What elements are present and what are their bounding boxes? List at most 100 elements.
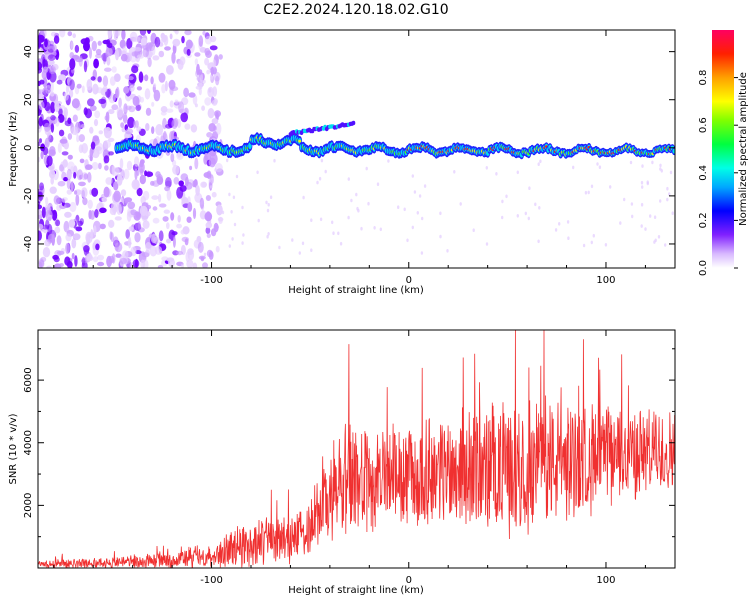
noise-blob [151, 101, 155, 107]
noise-blob [200, 256, 205, 262]
noise-blob [534, 202, 537, 207]
noise-blob [158, 193, 162, 203]
noise-blob [59, 203, 67, 210]
noise-blob [160, 106, 168, 113]
noise-blob [95, 53, 103, 59]
noise-blob [207, 108, 215, 119]
noise-blob [50, 101, 56, 114]
colorbar: 0.0 0.2 0.4 0.6 0.8 Normalized spectral ampl… [698, 30, 749, 276]
noise-blob [142, 47, 149, 58]
noise-blob [49, 169, 56, 179]
y-tick-label: 0 [23, 145, 34, 151]
noise-blob [230, 210, 233, 214]
noise-blob [528, 186, 531, 190]
noise-blob [44, 137, 50, 148]
noise-blob [104, 165, 109, 171]
noise-blob [85, 164, 93, 171]
noise-blob [91, 40, 98, 52]
noise-blob [155, 124, 164, 136]
noise-blob [196, 235, 202, 243]
noise-blob [108, 219, 115, 228]
x-tick-label: 100 [596, 275, 615, 286]
noise-blob [209, 45, 218, 51]
noise-blob [666, 186, 669, 191]
noise-blob [81, 256, 86, 267]
noise-blob [139, 96, 145, 103]
colorbar-tick-label: 0.6 [698, 117, 709, 133]
noise-blob [49, 186, 57, 194]
noise-blob [39, 138, 42, 144]
noise-blob [163, 131, 167, 141]
noise-blob [174, 30, 179, 35]
noise-blob [659, 163, 662, 168]
noise-blob [63, 177, 69, 182]
noise-blob [38, 204, 43, 210]
noise-blob [141, 252, 150, 258]
noise-blob [154, 245, 163, 255]
noise-blob [62, 159, 68, 168]
noise-blob [122, 250, 129, 259]
noise-blob [177, 215, 181, 223]
noise-blob [71, 252, 75, 260]
noise-blob [55, 219, 61, 227]
noise-blob [58, 74, 67, 82]
noise-blob [90, 141, 96, 150]
noise-blob [604, 243, 608, 247]
noise-blob [127, 236, 132, 249]
noise-blob [105, 177, 113, 185]
noise-blob [651, 160, 654, 165]
noise-blob [53, 35, 60, 44]
noise-blob [123, 103, 128, 115]
noise-blob [232, 195, 236, 200]
noise-blob [215, 245, 220, 253]
noise-blob [146, 204, 152, 210]
noise-blob [590, 184, 594, 189]
spectrogram-x-label: Height of straight line (km) [288, 285, 424, 296]
noise-blob [609, 185, 612, 189]
spectrogram-panel: -100 0 100 -40 -20 0 20 40 Height of straight l… [8, 29, 676, 296]
noise-blob [203, 252, 207, 257]
noise-blob [133, 47, 142, 52]
noise-blob [204, 211, 213, 222]
noise-blob [136, 86, 142, 91]
noise-blob [58, 164, 65, 172]
noise-blob [66, 178, 71, 190]
noise-blob [94, 209, 99, 218]
noise-blob [194, 52, 201, 57]
noise-blob [79, 218, 85, 225]
noise-blob [47, 54, 56, 61]
noise-blob [147, 57, 152, 68]
noise-blob [56, 235, 62, 246]
noise-blob [215, 163, 223, 173]
noise-blob [132, 259, 140, 268]
noise-blob [111, 104, 119, 111]
noise-blob [653, 215, 657, 219]
noise-blob [180, 229, 186, 235]
noise-blob [668, 192, 671, 196]
noise-blob [78, 181, 86, 187]
noise-blob [641, 185, 644, 189]
noise-blob [131, 65, 139, 74]
noise-blob [115, 48, 119, 61]
noise-blob [318, 176, 322, 181]
noise-blob [439, 211, 442, 216]
noise-blob [66, 189, 73, 195]
noise-blob [590, 240, 593, 245]
noise-blob [302, 195, 305, 200]
noise-blob [501, 199, 504, 204]
noise-blob [138, 161, 145, 174]
noise-blob [164, 80, 168, 92]
noise-blob [106, 56, 111, 66]
noise-blob [58, 129, 65, 137]
noise-blob [204, 35, 212, 45]
snr-y-label: SNR (10 * v/v) [8, 413, 19, 484]
noise-blob [38, 210, 42, 216]
noise-blob [42, 56, 46, 67]
noise-blob [266, 208, 270, 213]
noise-blob [38, 100, 45, 111]
noise-blob [46, 265, 52, 268]
noise-blob [203, 172, 212, 178]
noise-blob [83, 60, 88, 73]
noise-blob [598, 165, 602, 169]
noise-blob [70, 181, 74, 192]
